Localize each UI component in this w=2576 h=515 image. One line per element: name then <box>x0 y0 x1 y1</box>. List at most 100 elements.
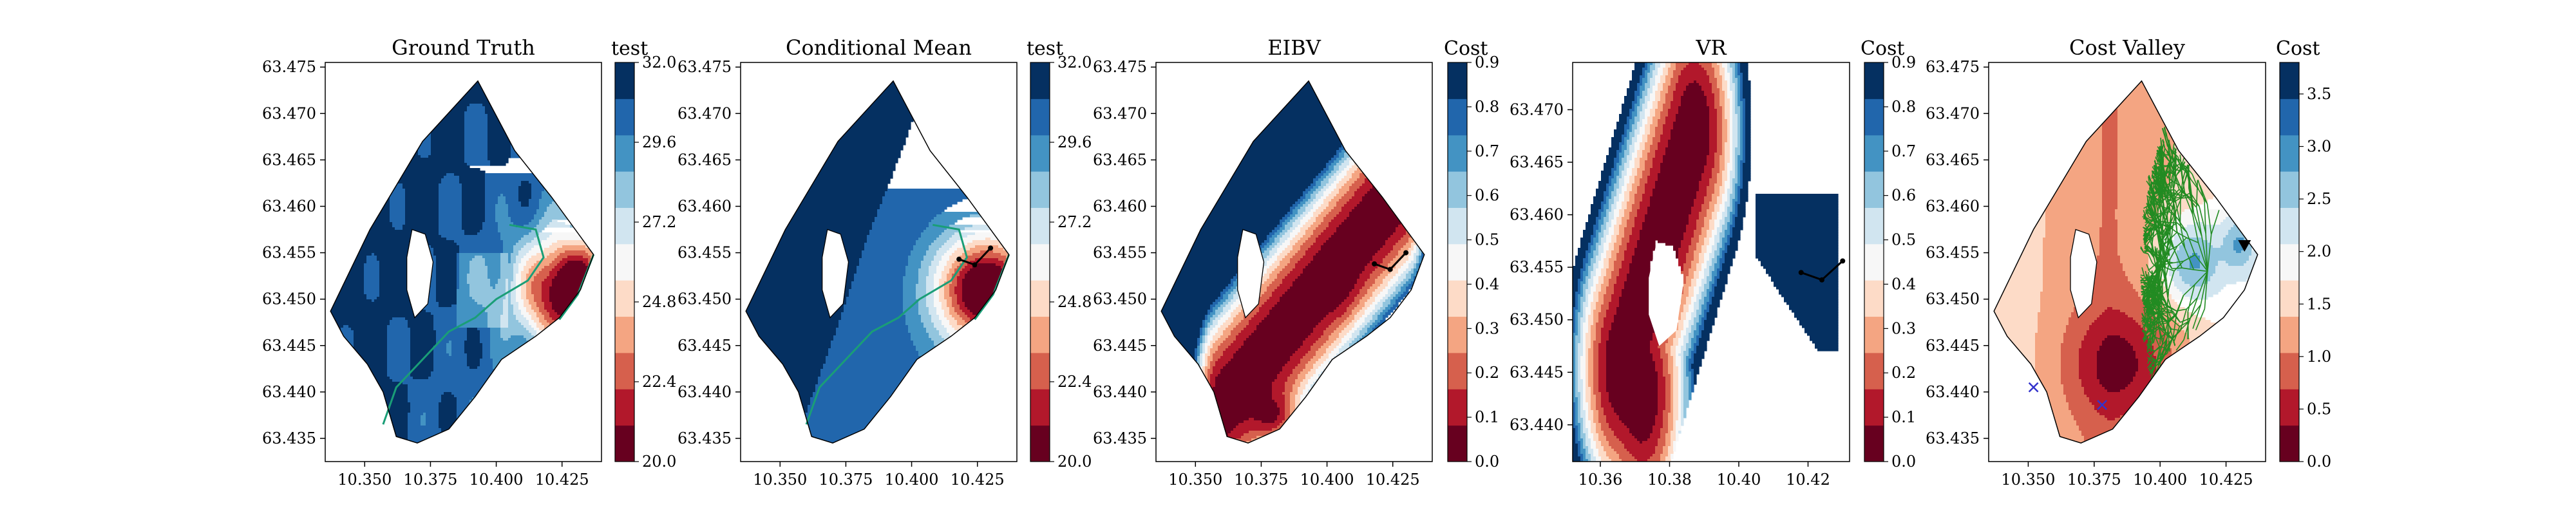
x-tick-label: 10.40 <box>1717 471 1761 489</box>
y-tick-label: 63.470 <box>1093 104 1147 122</box>
colorbar-band <box>2280 243 2299 281</box>
colorbar-tick-label: 0.0 <box>2307 453 2331 471</box>
colorbar-tick-label: 1.0 <box>2307 348 2331 366</box>
axes-frame <box>1155 62 1433 462</box>
panel-eibv: 10.350 10.375 10.400 10.425 63.475 63.470 63.4… <box>1093 35 1499 489</box>
panel-title: VR <box>1695 35 1727 60</box>
colorbar-tick-label: 22.4 <box>642 373 676 391</box>
colorbar-frame <box>1447 62 1468 462</box>
y-tick-label: 63.455 <box>1926 244 1980 262</box>
x-tick-label: 10.400 <box>2133 471 2187 489</box>
colorbar-label: Cost <box>1444 37 1488 60</box>
colorbar-tick-label: 24.8 <box>1057 293 1092 311</box>
path-waypoint <box>956 256 962 262</box>
colorbar-tick-label: 0.3 <box>1475 319 1499 337</box>
colorbar-band <box>2280 316 2299 353</box>
y-tick-label: 63.445 <box>1510 363 1564 381</box>
x-tick-label: 10.350 <box>337 471 392 489</box>
colorbar-band <box>1030 243 1050 281</box>
colorbar-tick-label: 0.1 <box>1475 408 1499 426</box>
colorbar-band <box>2280 280 2299 317</box>
panel-title: Conditional Mean <box>786 35 972 60</box>
colorbar-band <box>615 425 634 462</box>
panel-cost-valley: 10.350 10.375 10.400 10.425 63.475 63.470 63.4… <box>1926 35 2331 489</box>
colorbar-tick-label: 0.4 <box>1475 275 1499 293</box>
colorbar-band <box>2280 171 2299 208</box>
colorbar-band <box>615 389 634 426</box>
colorbar-band <box>1864 352 1884 389</box>
colorbar-band <box>1448 352 1467 389</box>
axes-frame <box>325 62 602 462</box>
x-tick-label: 10.375 <box>1234 471 1288 489</box>
colorbar-band <box>1448 243 1467 281</box>
colorbar-band <box>2280 135 2299 172</box>
domain-boundary <box>1160 80 1425 444</box>
colorbar-tick-label: 0.0 <box>1475 453 1499 471</box>
colorbar-band <box>1864 243 1884 281</box>
colorbar-tick-label: 20.0 <box>642 453 676 471</box>
y-tick-label: 63.450 <box>1093 290 1147 308</box>
x-tick-label: 10.38 <box>1647 471 1692 489</box>
y-tick-label: 63.470 <box>1510 100 1564 118</box>
path-waypoint <box>1372 261 1378 267</box>
path-waypoint <box>988 245 994 251</box>
colorbar-band <box>615 135 634 172</box>
colorbar-band <box>1448 207 1467 245</box>
threshold-contour <box>805 223 969 425</box>
y-tick-label: 63.450 <box>262 290 316 308</box>
colorbar-band <box>1864 425 1884 462</box>
x-tick-label: 10.36 <box>1578 471 1623 489</box>
field-surface <box>330 80 594 444</box>
colorbar-tick-label: 0.5 <box>2307 400 2331 418</box>
colorbar-frame <box>614 62 635 462</box>
colorbar-band <box>615 62 634 99</box>
colorbar-band <box>615 98 634 136</box>
colorbar-band <box>1864 207 1884 245</box>
island-outline <box>1237 229 1265 319</box>
colorbar-band <box>1864 98 1884 136</box>
target-triangle-marker <box>2238 240 2251 252</box>
colorbar-band <box>1864 62 1884 99</box>
colorbar-band <box>1864 280 1884 317</box>
waypoint-cross-marker <box>2028 382 2039 393</box>
y-tick-label: 63.440 <box>262 383 316 401</box>
y-tick-label: 63.435 <box>1926 429 1980 447</box>
y-tick-label: 63.450 <box>677 290 732 308</box>
colorbar-band <box>1030 280 1050 317</box>
colorbar-band <box>1448 280 1467 317</box>
colorbar-band <box>1030 98 1050 136</box>
colorbar-band <box>615 316 634 353</box>
y-tick-label: 63.465 <box>1093 151 1147 169</box>
y-tick-label: 63.465 <box>1510 153 1564 171</box>
y-tick-label: 63.445 <box>1093 337 1147 355</box>
colorbar-tick-label: 2.0 <box>2307 243 2331 261</box>
colorbar-band <box>2280 352 2299 389</box>
x-tick-label: 10.375 <box>403 471 457 489</box>
colorbar-label: test <box>1027 37 1063 60</box>
colorbar-band <box>1030 62 1050 99</box>
colorbar-tick-label: 0.5 <box>1475 231 1499 249</box>
colorbar-tick-label: 0.1 <box>1891 408 1916 426</box>
y-tick-label: 63.460 <box>677 197 732 215</box>
colorbar-band <box>1864 171 1884 208</box>
x-tick-label: 10.375 <box>819 471 873 489</box>
colorbar-band <box>1030 316 1050 353</box>
y-tick-label: 63.460 <box>1926 197 1980 215</box>
colorbar-label: Cost <box>2276 37 2320 60</box>
colorbar-tick-label: 2.5 <box>2307 190 2331 208</box>
colorbar-tick-label: 0.7 <box>1475 142 1499 160</box>
axes-frame <box>740 62 1018 462</box>
y-tick-label: 63.440 <box>677 383 732 401</box>
colorbar-band <box>1030 171 1050 208</box>
y-tick-label: 63.455 <box>1510 258 1564 276</box>
x-tick-label: 10.400 <box>469 471 524 489</box>
x-tick-label: 10.350 <box>1168 471 1222 489</box>
y-tick-label: 63.470 <box>262 104 316 122</box>
axes-frame <box>1572 62 1850 462</box>
y-tick-label: 63.445 <box>1926 337 1980 355</box>
colorbar-tick-label: 0.8 <box>1475 98 1499 116</box>
path-waypoint <box>1798 270 1804 276</box>
rrt-tree <box>2140 126 2220 379</box>
x-tick-label: 10.425 <box>1366 471 1420 489</box>
x-tick-label: 10.42 <box>1786 471 1830 489</box>
